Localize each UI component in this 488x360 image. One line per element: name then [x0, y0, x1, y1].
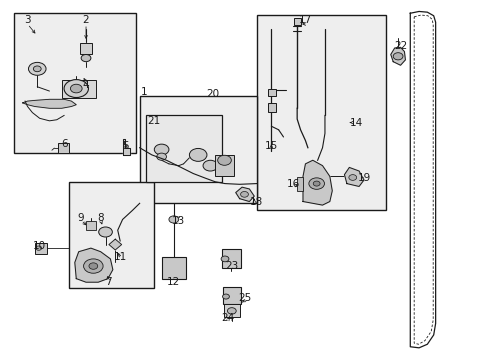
- Circle shape: [313, 181, 320, 186]
- Text: 11: 11: [113, 252, 126, 262]
- Bar: [58, 143, 69, 153]
- Circle shape: [240, 192, 248, 197]
- Text: 12: 12: [167, 277, 180, 287]
- Text: 2: 2: [82, 15, 89, 26]
- Text: 16: 16: [286, 179, 299, 189]
- Text: 18: 18: [249, 197, 263, 207]
- Polygon shape: [109, 239, 122, 250]
- Bar: [267, 89, 275, 96]
- Circle shape: [28, 62, 46, 75]
- Text: 23: 23: [225, 261, 239, 271]
- Circle shape: [217, 155, 231, 165]
- Bar: [256, 15, 385, 211]
- Bar: [61, 80, 96, 98]
- Text: 8: 8: [97, 213, 104, 222]
- Circle shape: [36, 246, 41, 250]
- Text: 1: 1: [141, 87, 147, 97]
- Polygon shape: [235, 187, 254, 202]
- Text: 6: 6: [61, 139, 67, 149]
- Polygon shape: [122, 139, 130, 155]
- Circle shape: [348, 175, 356, 180]
- Bar: [146, 116, 221, 182]
- Text: 15: 15: [264, 141, 277, 151]
- Circle shape: [81, 54, 91, 62]
- Polygon shape: [344, 167, 363, 186]
- Circle shape: [33, 66, 41, 72]
- Bar: [221, 249, 241, 268]
- Circle shape: [308, 178, 324, 189]
- Bar: [222, 287, 241, 304]
- Bar: [161, 257, 185, 279]
- Bar: [86, 221, 96, 230]
- Polygon shape: [75, 248, 113, 282]
- Circle shape: [227, 308, 236, 314]
- Text: 19: 19: [357, 173, 370, 183]
- Bar: [140, 96, 256, 203]
- Circle shape: [222, 294, 229, 299]
- Text: 17: 17: [298, 15, 311, 26]
- Polygon shape: [390, 47, 405, 65]
- Bar: [69, 182, 154, 288]
- Circle shape: [70, 84, 82, 93]
- Circle shape: [392, 53, 402, 60]
- Text: 13: 13: [172, 216, 185, 226]
- Circle shape: [154, 144, 168, 155]
- Circle shape: [157, 153, 166, 160]
- Circle shape: [99, 227, 112, 237]
- Bar: [35, 243, 47, 253]
- Text: 14: 14: [349, 118, 363, 128]
- Circle shape: [83, 259, 103, 273]
- Text: 24: 24: [221, 313, 234, 323]
- Circle shape: [64, 80, 88, 98]
- Bar: [297, 177, 303, 192]
- Text: 21: 21: [147, 116, 161, 126]
- Text: 7: 7: [104, 277, 111, 287]
- Text: 20: 20: [206, 89, 219, 99]
- Bar: [293, 18, 300, 25]
- Text: 5: 5: [122, 141, 128, 151]
- Text: 25: 25: [237, 293, 251, 303]
- Text: 22: 22: [393, 41, 407, 50]
- Bar: [267, 103, 275, 112]
- Bar: [224, 305, 239, 317]
- Bar: [215, 155, 233, 176]
- Polygon shape: [303, 160, 331, 205]
- Bar: [14, 13, 136, 153]
- Circle shape: [89, 263, 98, 269]
- Bar: [80, 43, 92, 54]
- Text: 3: 3: [24, 15, 31, 26]
- Text: 4: 4: [82, 80, 89, 90]
- Circle shape: [203, 160, 217, 171]
- Circle shape: [189, 148, 206, 161]
- Polygon shape: [22, 99, 76, 108]
- Text: 9: 9: [78, 213, 84, 222]
- Circle shape: [221, 256, 228, 262]
- Circle shape: [168, 216, 178, 223]
- Text: 10: 10: [33, 241, 46, 251]
